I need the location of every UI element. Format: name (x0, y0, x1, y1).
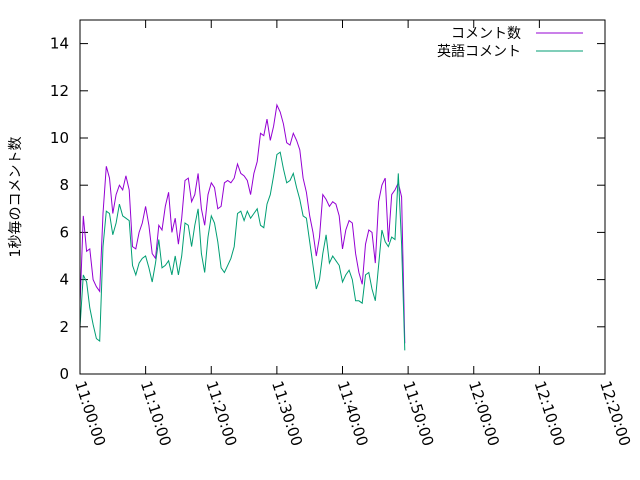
y-tick-label: 6 (59, 223, 69, 241)
y-tick-label: 4 (59, 271, 69, 289)
y-tick-label: 10 (50, 129, 69, 147)
y-tick-label: 8 (59, 176, 69, 194)
y-tick-label: 0 (59, 365, 69, 383)
y-axis-label: 1秒毎のコメント数 (8, 137, 24, 258)
legend-label-2: 英語コメント (437, 43, 521, 60)
series-layer (79, 103, 406, 351)
y-axis: 0 2 4 6 8 10 12 14 (50, 35, 605, 383)
series-line-1 (79, 103, 406, 344)
y-tick-label: 2 (59, 318, 69, 336)
series-line-2 (79, 151, 406, 351)
y-tick-label: 12 (50, 82, 69, 100)
y-tick-label: 14 (50, 35, 69, 53)
plot-frame (79, 19, 606, 375)
legend-label-1: コメント数 (451, 26, 521, 42)
